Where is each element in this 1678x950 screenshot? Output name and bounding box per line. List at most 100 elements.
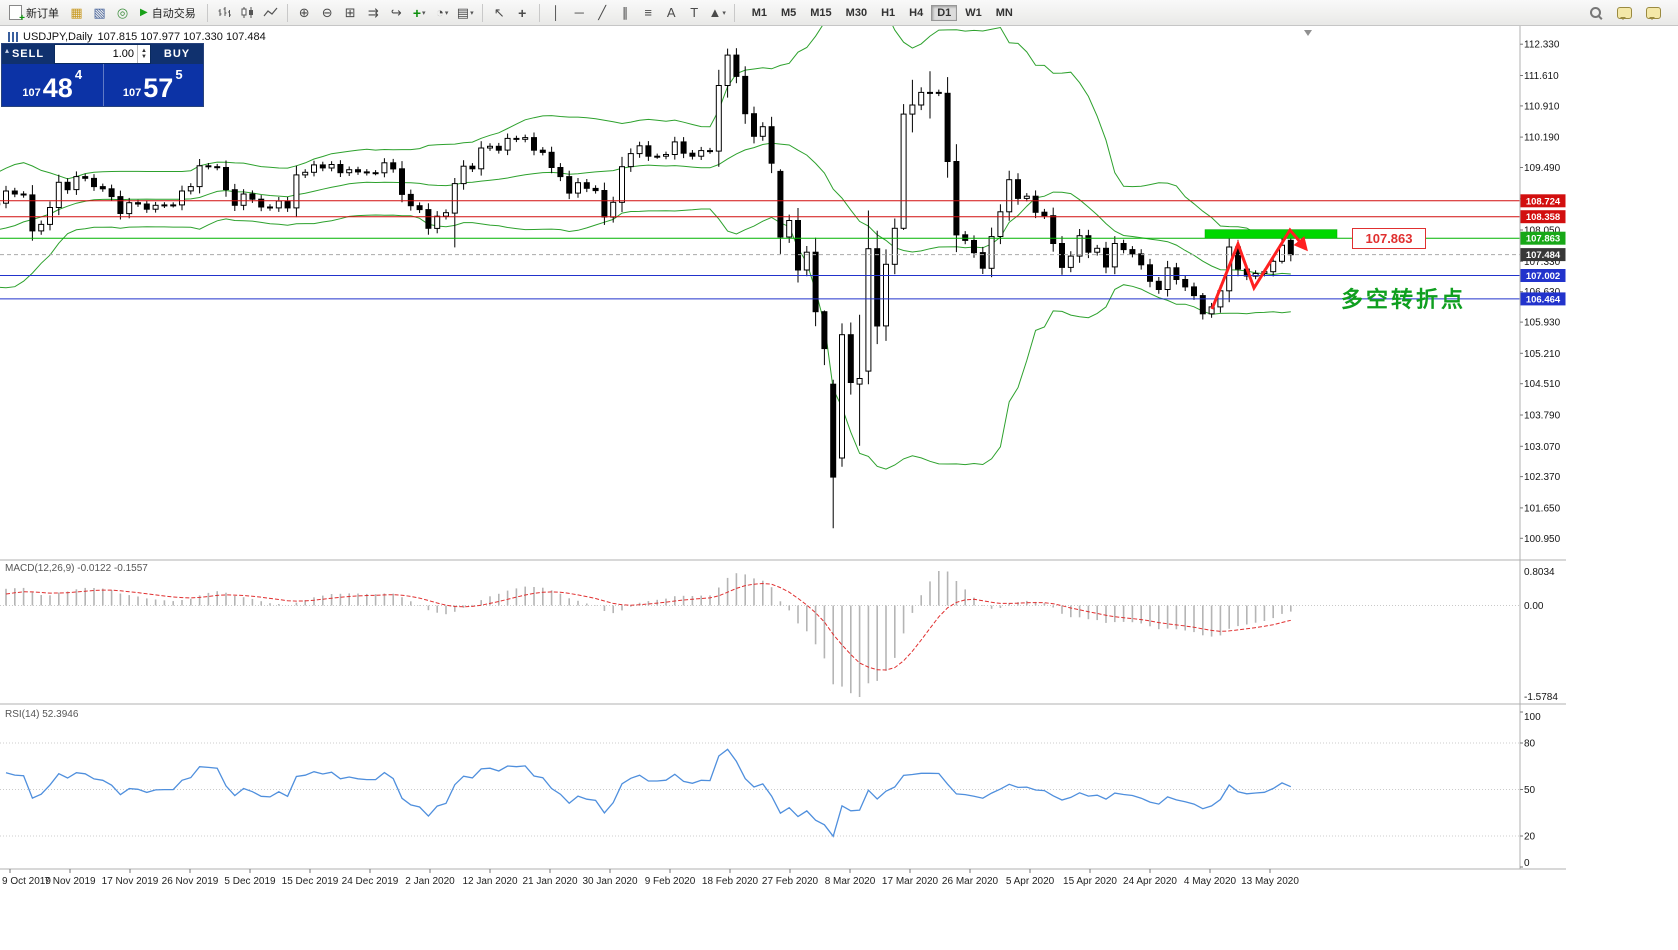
new-order-icon [9,5,25,24]
svg-text:107.002: 107.002 [1526,271,1560,282]
cursor-icon[interactable]: ↖ [493,4,505,20]
sell-price-figure: 107 [22,87,41,99]
price-flag[interactable]: 107.863 [1352,228,1426,249]
periods-icon[interactable]: ◔ ▾ [436,5,449,20]
timeframe-h4[interactable]: H4 [903,5,929,21]
new-order-button[interactable]: 新订单 [4,4,64,24]
toolbar-separator [286,3,288,22]
svg-text:107.863: 107.863 [1526,234,1560,245]
zoom-out-icon[interactable]: ⊖ [321,4,333,20]
svg-text:7 Nov 2019: 7 Nov 2019 [44,876,96,887]
svg-text:5 Apr 2020: 5 Apr 2020 [1006,876,1055,887]
svg-text:9 Feb 2020: 9 Feb 2020 [645,876,696,887]
ohlc-values: 107.815 107.977 107.330 107.484 [97,31,266,43]
timeframe-m15[interactable]: M15 [804,5,837,21]
fibonacci-icon[interactable]: ≡ [644,5,652,20]
line-chart-icon[interactable] [260,3,281,23]
channel-icon[interactable]: ∥ [621,4,629,20]
search-icon[interactable] [1585,3,1606,23]
text-label-icon[interactable]: T [690,5,699,20]
annotation-text[interactable]: 多空转折点 [1341,287,1467,312]
volume-input[interactable] [55,45,137,63]
svg-text:13 May 2020: 13 May 2020 [1241,876,1299,887]
volume-down-icon[interactable]: ▼ [141,54,147,60]
text-icon[interactable]: A [666,5,676,20]
svg-text:5 Dec 2019: 5 Dec 2019 [224,876,276,887]
symbol-header: USDJPY,Daily 107.815 107.977 107.330 107… [8,31,266,43]
pane-resizer-macd[interactable] [0,559,1566,562]
horizontal-line-icon[interactable]: ─ [574,5,584,20]
chat-icon[interactable] [1614,3,1635,23]
symbol-name: USDJPY,Daily [23,31,93,43]
svg-text:109.490: 109.490 [1524,163,1561,174]
svg-text:0.8034: 0.8034 [1524,567,1555,578]
arrows-icon[interactable]: ▲ ▾ [708,5,726,20]
auto-scroll-icon[interactable]: ⇉ [367,4,379,20]
volume-up-icon[interactable]: ▲ [141,48,147,54]
svg-text:110.910: 110.910 [1524,101,1560,112]
chart-shift-icon[interactable]: ↪ [390,4,402,20]
charts-menu-icon[interactable]: ▦ [70,4,83,20]
toolbar-separator [206,3,208,22]
svg-text:103.070: 103.070 [1524,442,1561,453]
timeframe-d1[interactable]: D1 [931,4,958,21]
timeframe-m1[interactable]: M1 [746,5,773,21]
zoom-in-icon[interactable]: ⊕ [298,4,310,20]
time-axis[interactable] [0,869,1566,889]
auto-trading-button[interactable]: ▶ 自动交易 [135,4,201,22]
svg-text:27 Feb 2020: 27 Feb 2020 [762,876,819,887]
svg-text:105.210: 105.210 [1524,349,1561,360]
svg-text:-1.5784: -1.5784 [1524,692,1558,703]
svg-text:103.790: 103.790 [1524,411,1561,422]
tile-windows-icon[interactable]: ⊞ [344,4,356,20]
pane-resizer-rsi[interactable] [0,703,1566,706]
volume-stepper: ▲ ▼ [54,44,151,64]
svg-text:26 Nov 2019: 26 Nov 2019 [162,876,219,887]
bar-chart-icon[interactable] [214,3,235,23]
price-axis[interactable] [1520,26,1566,869]
indicators-icon[interactable]: + ▾ [412,4,426,21]
chart-icon [8,32,18,42]
svg-text:108.358: 108.358 [1526,212,1560,223]
svg-text:15 Apr 2020: 15 Apr 2020 [1063,876,1117,887]
toolbar-separator [481,3,483,22]
svg-text:101.650: 101.650 [1524,503,1561,514]
timeframe-m30[interactable]: M30 [840,5,873,21]
chart-canvas[interactable]: 112.330 111.610 110.910 110.190 109.490 108.7… [0,26,1566,890]
svg-text:100.950: 100.950 [1524,534,1561,545]
templates-icon[interactable]: ▤ ▾ [456,4,474,20]
svg-text:107.484: 107.484 [1526,250,1561,261]
candlestick-chart-icon[interactable] [237,3,258,23]
svg-text:106.464: 106.464 [1526,294,1561,305]
sell-price[interactable]: 107 48 4 [2,64,103,106]
buy-price-point: 5 [175,67,183,82]
sell-price-point: 4 [74,67,83,82]
rsi-label: RSI(14) 52.3946 [5,709,79,720]
community-icon[interactable]: ◎ [116,4,129,20]
profiles-icon[interactable]: ▧ [93,4,106,20]
community-chat-icon[interactable] [1643,3,1664,23]
timeframe-m5[interactable]: M5 [775,5,802,21]
sell-button[interactable]: SELL [2,44,54,64]
svg-text:18 Feb 2020: 18 Feb 2020 [702,876,759,887]
vertical-line-icon[interactable]: │ [552,5,561,20]
trade-panel-collapse-icon[interactable]: ▴ [5,46,10,55]
buy-price-pips: 57 [143,73,174,103]
svg-text:17 Nov 2019: 17 Nov 2019 [102,876,159,887]
buy-price[interactable]: 107 57 5 [103,64,204,106]
crosshair-icon[interactable]: + [518,4,527,21]
buy-button[interactable]: BUY [151,44,203,64]
timeframe-w1[interactable]: W1 [959,5,988,21]
timeframe-mn[interactable]: MN [990,5,1019,21]
svg-text:0.00: 0.00 [1524,601,1544,612]
svg-text:112.330: 112.330 [1524,40,1560,51]
svg-text:21 Jan 2020: 21 Jan 2020 [522,876,577,887]
svg-text:2 Jan 2020: 2 Jan 2020 [405,876,455,887]
trendline-icon[interactable]: ╱ [598,4,607,20]
svg-text:102.370: 102.370 [1524,472,1561,483]
svg-text:15 Dec 2019: 15 Dec 2019 [282,876,339,887]
svg-text:0: 0 [1524,858,1530,869]
timeframe-h1[interactable]: H1 [875,5,901,21]
toolbar-right-group [1585,3,1674,23]
